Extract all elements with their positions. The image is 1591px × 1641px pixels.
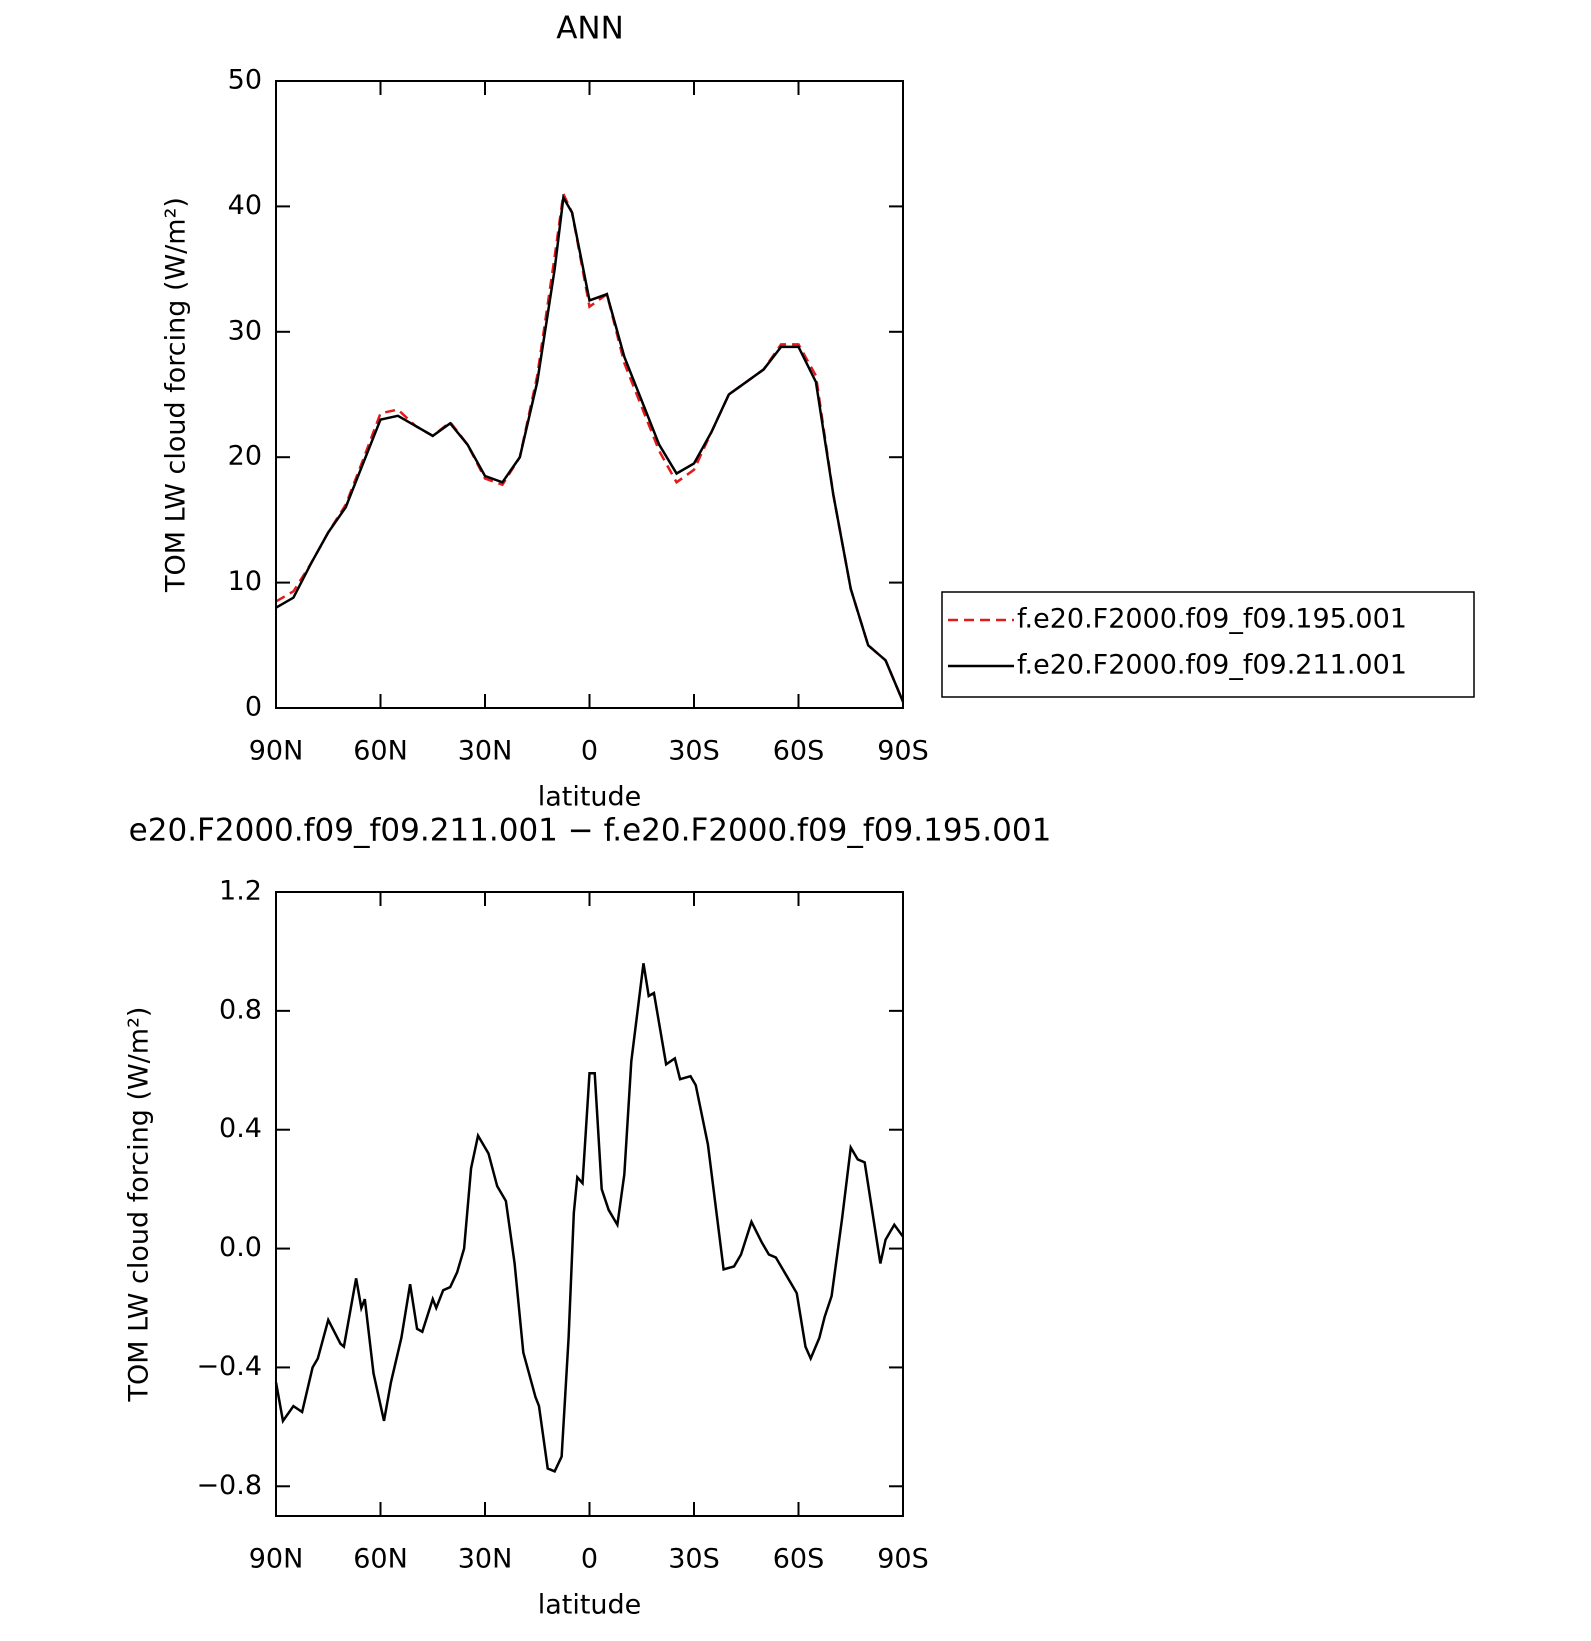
x-axis-label: latitude	[538, 1590, 642, 1621]
x-tick-label: 0	[581, 736, 598, 767]
y-axis-label: TOM LW cloud forcing (W/m²)	[161, 197, 192, 593]
x-axis-label: latitude	[538, 782, 642, 813]
x-tick-label: 0	[581, 1544, 598, 1575]
x-tick-label: 60S	[773, 736, 825, 767]
chart-title: e20.F2000.f09_f09.211.001 − f.e20.F2000.…	[129, 813, 1052, 849]
y-tick-label: 1.2	[219, 876, 262, 907]
chart-title: ANN	[556, 11, 624, 47]
legend-box	[941, 591, 1475, 698]
plot-frame	[275, 891, 904, 1517]
y-tick-label: 30	[228, 315, 262, 346]
line	[274, 963, 905, 1474]
y-tick-label: 0.8	[219, 994, 262, 1025]
y-tick-label: 40	[228, 190, 262, 221]
y-tick-label: −0.8	[196, 1470, 262, 1501]
y-tick-label: 10	[228, 566, 262, 597]
x-tick-label: 90S	[877, 736, 929, 767]
x-tick-label: 60N	[353, 1544, 408, 1575]
y-tick-label: 0.4	[219, 1113, 262, 1144]
plot-frame	[275, 80, 904, 709]
y-tick-label: 20	[228, 441, 262, 472]
x-tick-label: 30S	[668, 736, 720, 767]
y-tick-label: 0.0	[219, 1232, 262, 1263]
x-tick-label: 60S	[773, 1544, 825, 1575]
y-tick-label: 50	[228, 65, 262, 96]
x-tick-label: 30N	[458, 736, 513, 767]
y-axis-label: TOM LW cloud forcing (W/m²)	[124, 1007, 155, 1403]
line	[275, 193, 905, 703]
legend-label: f.e20.F2000.f09_f09.211.001	[1017, 650, 1407, 681]
x-tick-label: 30N	[458, 1544, 513, 1575]
x-tick-label: 30S	[668, 1544, 720, 1575]
x-tick-label: 90N	[249, 736, 304, 767]
legend-label: f.e20.F2000.f09_f09.195.001	[1017, 604, 1407, 635]
y-tick-label: −0.4	[196, 1351, 262, 1382]
x-tick-label: 90S	[877, 1544, 929, 1575]
y-tick-label: 0	[245, 692, 262, 723]
x-tick-label: 90N	[249, 1544, 304, 1575]
x-tick-label: 60N	[353, 736, 408, 767]
